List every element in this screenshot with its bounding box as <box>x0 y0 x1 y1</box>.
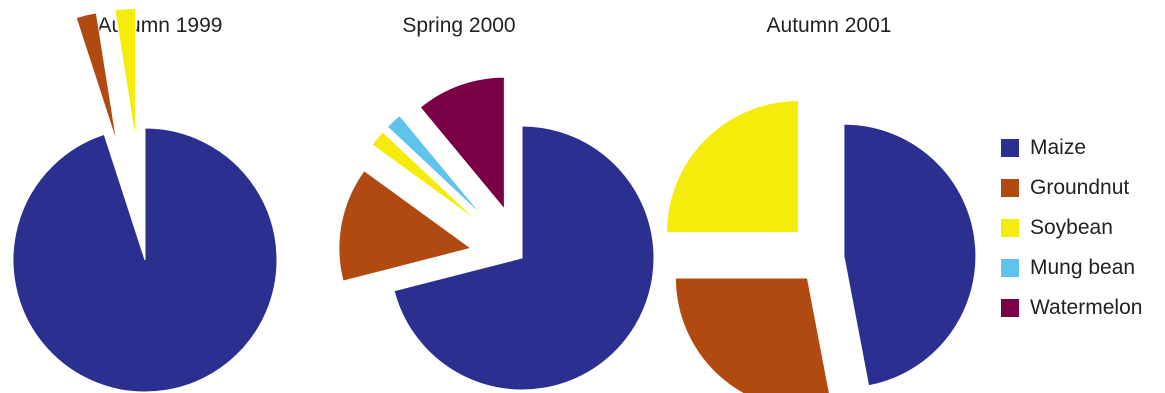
legend-label-groundnut: Groundnut <box>1030 176 1130 199</box>
legend-item-maize: Maize <box>1000 128 1142 168</box>
legend-label-soybean: Soybean <box>1030 216 1113 239</box>
legend-swatch-mung-bean <box>1000 258 1020 278</box>
pie-1-slice-mung-bean <box>386 114 485 218</box>
chart-title-spring-2000: Spring 2000 <box>402 14 516 37</box>
legend-item-watermelon: Watermelon <box>1000 288 1142 328</box>
legend-swatch-maize <box>1000 138 1020 158</box>
pie-2-slice-groundnut <box>674 277 830 393</box>
legend-swatch-groundnut <box>1000 178 1020 198</box>
legend-item-soybean: Soybean <box>1000 208 1142 248</box>
legend-label-watermelon: Watermelon <box>1030 296 1143 319</box>
pie-1-slice-maize <box>393 125 655 391</box>
pie-0-slice-groundnut <box>75 12 118 144</box>
legend-swatch-watermelon <box>1000 298 1020 318</box>
pie-2-slice-soybean <box>666 100 800 234</box>
pie-1-slice-groundnut <box>338 169 473 282</box>
legend-label-mung-bean: Mung bean <box>1030 256 1136 279</box>
pie-2-slice-maize <box>843 123 977 387</box>
legend: Maize Groundnut Soybean Mung bean Waterm… <box>1000 128 1142 328</box>
chart-title-autumn-2001: Autumn 2001 <box>766 14 892 37</box>
legend-label-maize: Maize <box>1030 136 1087 159</box>
pie-1-slice-watermelon <box>419 76 505 211</box>
legend-item-groundnut: Groundnut <box>1000 168 1142 208</box>
legend-item-mung-bean: Mung bean <box>1000 248 1142 288</box>
pie-0-slice-maize <box>12 127 278 393</box>
pie-1-slice-soybean <box>371 131 480 223</box>
legend-swatch-soybean <box>1000 218 1020 238</box>
pie-0-slice-soybean <box>114 7 137 141</box>
